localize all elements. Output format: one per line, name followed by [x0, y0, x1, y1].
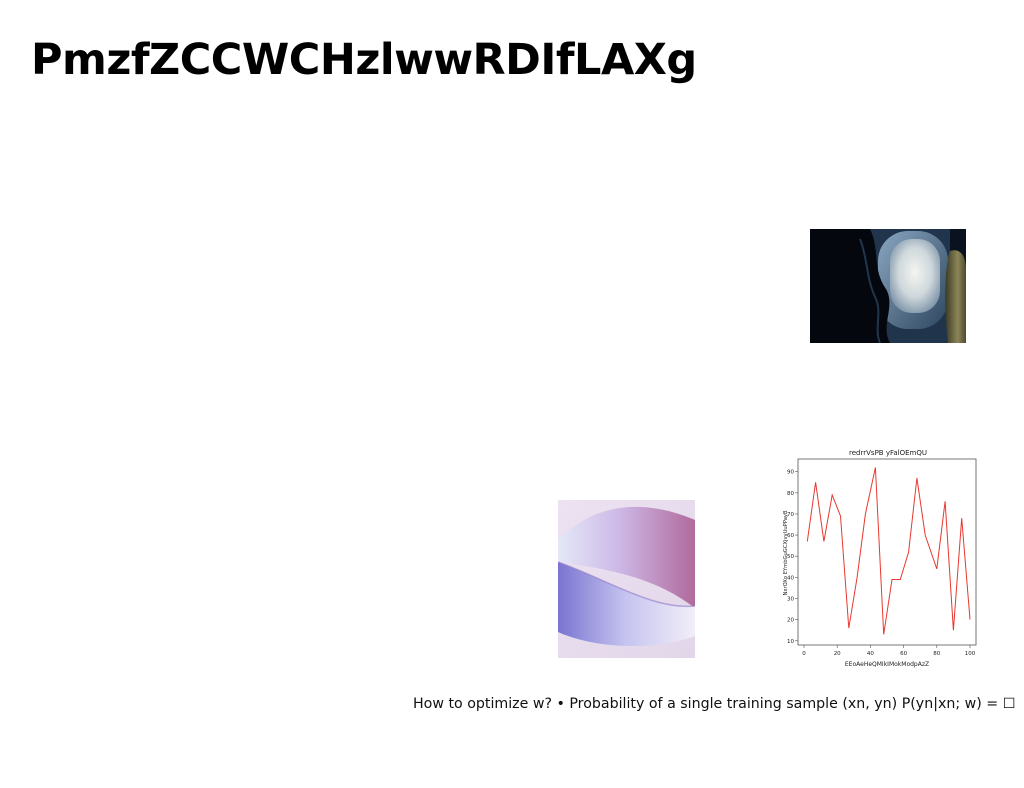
x-tick-label: 40	[867, 651, 874, 657]
x-tick-label: 20	[834, 651, 841, 657]
chart-title: redrrVsPB yFalOEmQU	[849, 449, 927, 457]
y-tick-label: 80	[787, 491, 794, 497]
y-tick-label: 10	[787, 639, 794, 645]
x-tick-label: 0	[802, 651, 806, 657]
plot-area	[798, 459, 976, 645]
y-tick-label: 20	[787, 618, 794, 624]
airplane-window-photo	[810, 229, 966, 343]
x-axis-label: EEoAeHeQMIkIMokModpAzZ	[845, 661, 929, 668]
x-tick-label: 100	[965, 651, 976, 657]
x-tick-label: 80	[933, 651, 940, 657]
abstract-wave-photo	[558, 500, 695, 658]
page-title: PmzfZCCWCHzlwwRDIfLAXg	[31, 30, 697, 90]
caption-text: How to optimize w? • Probability of a si…	[413, 693, 1015, 715]
x-tick-label: 60	[900, 651, 907, 657]
y-tick-label: 30	[787, 597, 794, 603]
y-axis-label: NxrOXo EYmbGuGCXjvvUuPPayB	[783, 510, 789, 595]
airplane-window-image	[810, 229, 966, 343]
line-chart: redrrVsPB yFalOEmQU 0 20 40 60 80 10010203040…	[780, 445, 980, 670]
abstract-wave-image	[558, 500, 695, 658]
y-tick-label: 90	[787, 470, 794, 476]
